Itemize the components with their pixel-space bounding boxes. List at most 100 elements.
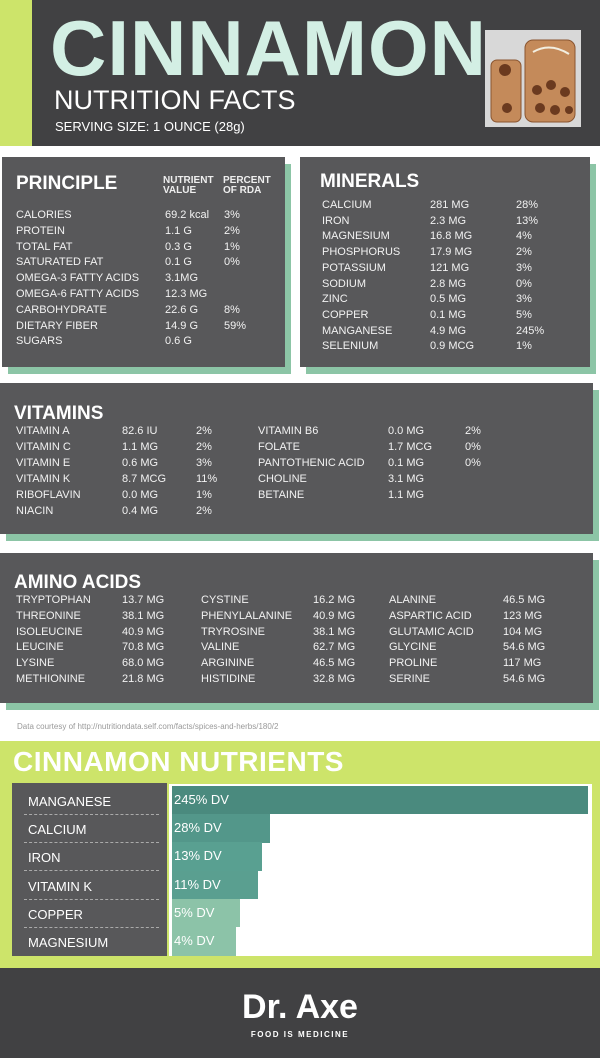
bar-iron [172,842,262,871]
nutrient-percent: 1% [196,489,212,501]
vitamins-title: VITAMINS [14,403,104,424]
nutrient-percent: 13% [516,214,539,227]
amino-acids-panel: AMINO ACIDS TRYPTOPHAN 13.7 MG THREONINE 38… [0,553,593,703]
nutrient-value: 0.0 MG [388,425,425,437]
nutrient-percent: 0% [465,457,481,469]
principle-panel: PRINCIPLE NUTRIENT VALUE PERCENT OF RDA … [2,157,285,367]
bar-value-label: 13% DV [174,848,222,864]
nutrient-percent: 11% [196,473,218,485]
amino-acid-value: 117 MG [503,657,542,670]
accent-strip [0,0,32,146]
amino-acids-title: AMINO ACIDS [14,572,142,593]
amino-acid-name: PROLINE [389,657,438,670]
bar-calcium [172,814,270,843]
nutrient-name: SATURATED FAT [16,256,104,269]
row-divider [24,814,159,815]
bar-value-label: 11% DV [174,876,221,892]
row-divider [24,870,159,872]
nutrient-value: 12.3 MG [165,288,208,300]
bar-manganese [172,786,588,814]
nutrient-value: 82.6 IU [122,425,158,437]
bar-category-label: VITAMIN K [28,878,93,894]
amino-acid-value: 104 MG [503,625,543,638]
amino-acid-value: 40.9 MG [122,625,165,638]
nutrient-value: 8.7 MCG [122,473,167,485]
nutrient-percent: 0% [465,441,481,453]
nutrient-name: POTASSIUM [322,261,386,274]
amino-acid-value: 54.6 MG [503,673,546,685]
row-divider [24,898,159,900]
minerals-title: MINERALS [320,171,420,192]
amino-acid-value: 54.6 MG [503,641,546,654]
page-subtitle: NUTRITION FACTS [54,85,296,115]
bar-value-label: 5% DV [174,904,215,920]
amino-acid-value: 40.9 MG [313,609,356,622]
amino-acid-name: PHENYLALANINE [201,609,293,622]
vitamins-panel: VITAMINS VITAMIN A 82.6 IU 2% VITAMIN C 1.1 … [0,383,593,534]
amino-acid-name: LYSINE [16,657,55,670]
nutrient-name: MAGNESIUM [322,230,390,243]
bar-category-label: COPPER [28,906,83,922]
nutrient-percent: 1% [516,340,532,353]
percent-rda-header: PERCENT OF RDA [223,175,271,196]
bar-category-label: CALCIUM [28,822,87,838]
bar-value-label: 245% DV [174,792,229,807]
nutrient-value: 0.5 MG [430,293,467,306]
nutrient-value: 14.9 G [165,319,199,332]
nutrient-name: TOTAL FAT [16,240,73,253]
logo-tagline: FOOD IS MEDICINE [250,1030,350,1039]
nutrient-value: 22.6 G [165,303,199,316]
nutrient-value: 0.1 G [165,256,192,269]
amino-acid-name: GLYCINE [389,641,437,654]
footer [0,968,600,1058]
nutrient-value: 17.9 MG [430,246,473,259]
cinnamon-photo [485,30,581,127]
amino-acid-value: 70.8 MG [122,641,165,654]
nutrient-name: BETAINE [258,489,305,501]
row-divider [24,842,159,844]
minerals-panel: MINERALS CALCIUM 281 MG 28% IRON 2.3 MG 13% MA… [300,157,590,367]
page-title: CINNAMON [50,4,487,92]
principle-title: PRINCIPLE [16,173,118,194]
nutrient-percent: 0% [516,277,532,290]
dr-axe-logo: Dr. Axe [242,988,358,1026]
nutrient-name: DIETARY FIBER [16,319,98,332]
amino-acid-value: 21.8 MG [122,673,165,685]
amino-acid-name: THREONINE [16,609,81,622]
amino-acid-name: METHIONINE [16,673,86,685]
chart-title: CINNAMON NUTRIENTS [13,746,344,777]
nutrient-name: IRON [322,214,350,227]
nutrient-name: PANTOTHENIC ACID [258,457,365,469]
nutrient-percent: 2% [196,505,212,517]
nutrient-value: 0.1 MG [430,308,467,321]
nutrient-value: 16.8 MG [430,230,473,243]
amino-acid-name: TRYROSINE [201,625,265,638]
nutrient-value: 0.4 MG [122,505,159,517]
amino-acid-value: 46.5 MG [313,657,356,670]
nutrient-percent: 2% [196,441,212,453]
nutrient-name: FOLATE [258,441,300,453]
nutrient-value: 3.1MG [165,272,199,285]
nutrient-name: NIACIN [16,505,54,517]
nutrient-value: 0.6 G [165,335,192,348]
nutrient-name: CARBOHYDRATE [16,303,107,316]
nutrient-name: OMEGA-3 FATTY ACIDS [16,272,140,285]
amino-acid-name: TRYPTOPHAN [16,594,91,606]
nutrient-value: 1.1 MG [388,489,425,501]
amino-acid-name: VALINE [201,641,240,654]
nutrient-percent: 4% [516,230,532,243]
nutrient-name: ZINC [322,293,348,306]
nutrient-name: RIBOFLAVIN [16,489,81,501]
nutrient-value: 0.1 MG [388,457,425,469]
nutrient-name: VITAMIN C [16,441,71,453]
nutrient-name: VITAMIN A [16,425,70,437]
nutrient-percent: 0% [224,256,240,269]
amino-acid-name: GLUTAMIC ACID [389,625,474,638]
amino-acid-name: CYSTINE [201,594,249,606]
amino-acid-value: 46.5 MG [503,594,546,606]
amino-acid-value: 123 MG [503,609,543,622]
nutrient-name: PROTEIN [16,224,65,237]
amino-acid-value: 13.7 MG [122,594,165,606]
bar-category-label: MAGNESIUM [28,935,109,950]
bar-value-label: 28% DV [174,820,222,836]
